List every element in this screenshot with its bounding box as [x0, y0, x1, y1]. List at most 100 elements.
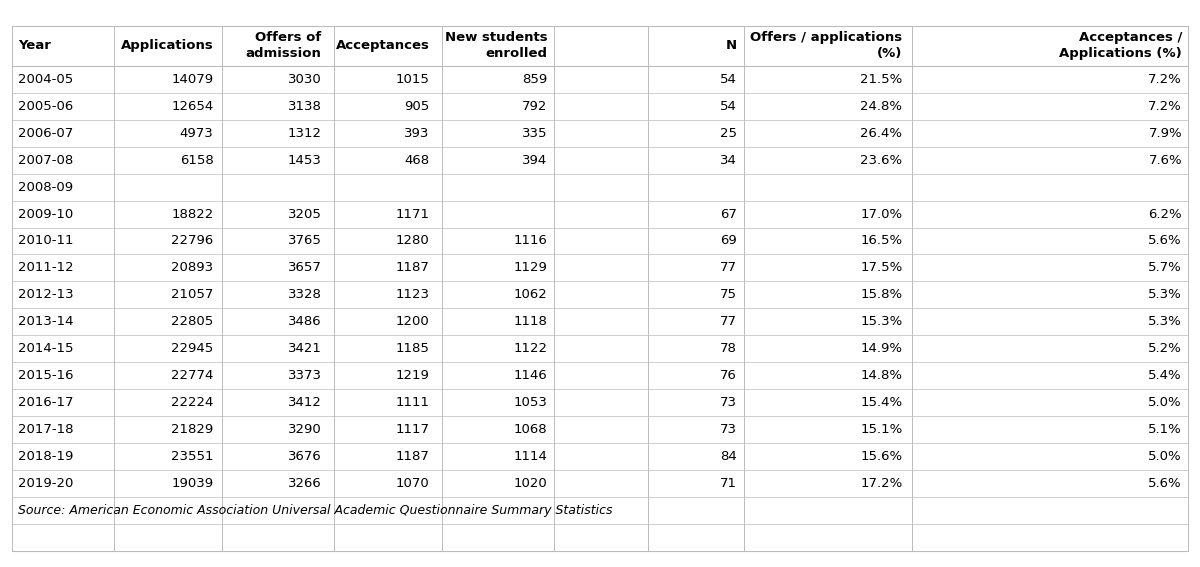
Text: 3486: 3486	[288, 315, 322, 328]
Text: N: N	[726, 39, 737, 52]
Text: 5.1%: 5.1%	[1148, 423, 1182, 436]
Text: 1171: 1171	[396, 208, 430, 221]
Text: 1117: 1117	[396, 423, 430, 436]
Text: 1187: 1187	[396, 450, 430, 463]
Text: 73: 73	[720, 423, 737, 436]
Text: 23551: 23551	[172, 450, 214, 463]
Text: 17.2%: 17.2%	[860, 477, 902, 490]
Text: 2012-13: 2012-13	[18, 289, 73, 301]
Text: 1068: 1068	[514, 423, 547, 436]
Text: 22945: 22945	[172, 342, 214, 355]
Text: 1015: 1015	[396, 73, 430, 86]
Text: 2011-12: 2011-12	[18, 261, 73, 274]
Text: 3421: 3421	[288, 342, 322, 355]
Text: 34: 34	[720, 154, 737, 167]
Text: 77: 77	[720, 315, 737, 328]
Text: 1116: 1116	[514, 235, 547, 247]
Text: 1185: 1185	[396, 342, 430, 355]
Text: 78: 78	[720, 342, 737, 355]
Text: 18822: 18822	[172, 208, 214, 221]
Text: 3138: 3138	[288, 100, 322, 113]
Text: 17.5%: 17.5%	[860, 261, 902, 274]
Text: 73: 73	[720, 396, 737, 409]
Text: 77: 77	[720, 261, 737, 274]
Text: 1122: 1122	[514, 342, 547, 355]
Text: 5.7%: 5.7%	[1148, 261, 1182, 274]
Text: 7.9%: 7.9%	[1148, 127, 1182, 139]
Text: 84: 84	[720, 450, 737, 463]
Text: 2008-09: 2008-09	[18, 181, 73, 193]
Text: 1219: 1219	[396, 369, 430, 382]
Text: 25: 25	[720, 127, 737, 139]
Text: 67: 67	[720, 208, 737, 221]
Text: 3412: 3412	[288, 396, 322, 409]
Text: 1187: 1187	[396, 261, 430, 274]
Text: 859: 859	[522, 73, 547, 86]
Text: 2005-06: 2005-06	[18, 100, 73, 113]
Text: 5.2%: 5.2%	[1148, 342, 1182, 355]
Text: 5.3%: 5.3%	[1148, 315, 1182, 328]
Text: 14.8%: 14.8%	[860, 369, 902, 382]
Text: 15.1%: 15.1%	[860, 423, 902, 436]
Text: Offers of
admission: Offers of admission	[246, 31, 322, 60]
Text: 2015-16: 2015-16	[18, 369, 73, 382]
Text: 3676: 3676	[288, 450, 322, 463]
Text: 2016-17: 2016-17	[18, 396, 73, 409]
Text: 3373: 3373	[288, 369, 322, 382]
Text: 5.6%: 5.6%	[1148, 477, 1182, 490]
Text: 2004-05: 2004-05	[18, 73, 73, 86]
Text: 14.9%: 14.9%	[860, 342, 902, 355]
Text: 1312: 1312	[288, 127, 322, 139]
Text: 3205: 3205	[288, 208, 322, 221]
Text: 5.6%: 5.6%	[1148, 235, 1182, 247]
Text: 335: 335	[522, 127, 547, 139]
Text: 7.2%: 7.2%	[1148, 73, 1182, 86]
Text: 22805: 22805	[172, 315, 214, 328]
Text: 54: 54	[720, 100, 737, 113]
Text: 394: 394	[522, 154, 547, 167]
Text: 7.6%: 7.6%	[1148, 154, 1182, 167]
Text: 21829: 21829	[172, 423, 214, 436]
Text: 75: 75	[720, 289, 737, 301]
Text: 1062: 1062	[514, 289, 547, 301]
Text: 6158: 6158	[180, 154, 214, 167]
Text: 3030: 3030	[288, 73, 322, 86]
Text: 1118: 1118	[514, 315, 547, 328]
Text: Applications: Applications	[121, 39, 214, 52]
Text: 2017-18: 2017-18	[18, 423, 73, 436]
Text: 1123: 1123	[396, 289, 430, 301]
Text: 5.3%: 5.3%	[1148, 289, 1182, 301]
Text: 15.4%: 15.4%	[860, 396, 902, 409]
Text: Source: American Economic Association Universal Academic Questionnaire Summary S: Source: American Economic Association Un…	[18, 504, 612, 517]
Text: 393: 393	[404, 127, 430, 139]
Text: 17.0%: 17.0%	[860, 208, 902, 221]
Text: 3765: 3765	[288, 235, 322, 247]
Text: 26.4%: 26.4%	[860, 127, 902, 139]
Text: 3266: 3266	[288, 477, 322, 490]
Text: 21.5%: 21.5%	[860, 73, 902, 86]
Text: 1114: 1114	[514, 450, 547, 463]
Text: 15.6%: 15.6%	[860, 450, 902, 463]
Text: 1053: 1053	[514, 396, 547, 409]
Text: 7.2%: 7.2%	[1148, 100, 1182, 113]
Text: 1111: 1111	[396, 396, 430, 409]
Text: 1200: 1200	[396, 315, 430, 328]
Text: 2014-15: 2014-15	[18, 342, 73, 355]
Text: 468: 468	[404, 154, 430, 167]
Text: Offers / applications
(%): Offers / applications (%)	[750, 31, 902, 60]
Text: 3290: 3290	[288, 423, 322, 436]
Text: 1070: 1070	[396, 477, 430, 490]
Text: 1453: 1453	[288, 154, 322, 167]
Text: 2019-20: 2019-20	[18, 477, 73, 490]
Text: 1020: 1020	[514, 477, 547, 490]
Text: 905: 905	[404, 100, 430, 113]
Text: 22796: 22796	[172, 235, 214, 247]
Text: 2009-10: 2009-10	[18, 208, 73, 221]
Text: New students
enrolled: New students enrolled	[444, 31, 547, 60]
Text: 792: 792	[522, 100, 547, 113]
Text: 14079: 14079	[172, 73, 214, 86]
Text: Year: Year	[18, 39, 50, 52]
Text: 2010-11: 2010-11	[18, 235, 73, 247]
Text: 1146: 1146	[514, 369, 547, 382]
Text: 16.5%: 16.5%	[860, 235, 902, 247]
